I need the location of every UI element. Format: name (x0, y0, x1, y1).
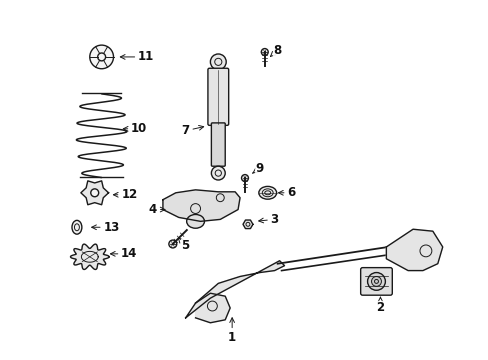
Ellipse shape (186, 215, 204, 228)
Text: 2: 2 (376, 297, 384, 315)
Polygon shape (195, 293, 230, 323)
Polygon shape (185, 261, 284, 318)
FancyBboxPatch shape (207, 68, 228, 125)
Polygon shape (386, 229, 442, 271)
Polygon shape (243, 220, 252, 229)
Circle shape (371, 276, 381, 286)
FancyBboxPatch shape (360, 267, 391, 295)
Text: 10: 10 (123, 122, 147, 135)
Polygon shape (81, 181, 108, 205)
Text: 5: 5 (178, 238, 189, 252)
Circle shape (241, 175, 248, 181)
Circle shape (210, 54, 226, 70)
Text: 14: 14 (110, 247, 137, 260)
Polygon shape (70, 244, 109, 270)
Circle shape (211, 166, 225, 180)
Circle shape (91, 189, 99, 197)
Text: 7: 7 (181, 124, 203, 137)
Text: 4: 4 (149, 203, 164, 216)
Circle shape (90, 45, 113, 69)
Text: 1: 1 (227, 318, 236, 344)
Text: 12: 12 (113, 188, 137, 201)
Text: 11: 11 (120, 50, 154, 63)
Text: 3: 3 (258, 213, 278, 226)
FancyBboxPatch shape (211, 123, 225, 166)
Text: 13: 13 (91, 221, 120, 234)
Circle shape (367, 273, 385, 290)
Text: 8: 8 (270, 44, 281, 57)
Text: 6: 6 (278, 186, 295, 199)
Circle shape (168, 240, 177, 248)
Text: 9: 9 (252, 162, 264, 175)
Ellipse shape (72, 220, 81, 234)
Circle shape (261, 49, 268, 55)
Polygon shape (163, 190, 240, 221)
Ellipse shape (258, 186, 276, 199)
